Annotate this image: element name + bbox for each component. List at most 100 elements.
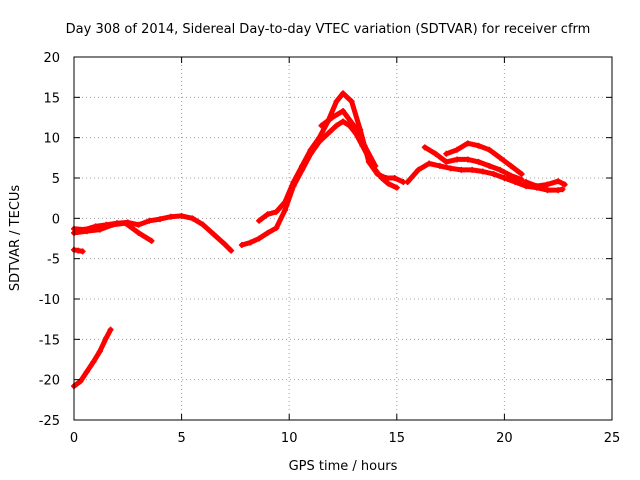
data-point [340,108,346,115]
data-point [421,144,428,151]
axis-ticks: 0 5 10 15 20 25 -25 -20 -15 -10 -5 0 5 10 15 20 [39,51,621,446]
data-point [518,176,525,183]
data-point [443,150,450,157]
data-point [107,326,114,333]
series-line [422,144,525,183]
data-point [307,146,314,153]
y-tick-label: -10 [39,293,60,308]
data-point [426,160,433,167]
data-point [281,199,288,206]
data-point [497,154,504,161]
data-point [544,181,551,188]
y-tick-label: 0 [52,212,60,227]
data-point [273,208,280,215]
data-point [497,166,504,173]
data-point [189,215,196,222]
series-arc-2 [71,246,86,255]
data-point [200,221,207,228]
data-point [507,172,514,179]
series-arc-1 [71,326,114,390]
data-point [555,178,562,185]
data-point [247,239,254,246]
y-tick-label: 5 [52,172,60,187]
data-point [178,212,185,219]
data-point [228,247,235,254]
series-line [443,140,525,177]
series-arc-8 [404,160,566,194]
y-tick-label: 20 [43,51,60,66]
data-point [333,98,340,105]
data-point [299,162,306,169]
series-arc-11 [522,178,568,190]
series-arc-3 [71,212,235,254]
y-tick-label: 15 [43,91,60,106]
data-point [83,228,90,235]
series-arc-10 [443,140,525,177]
data-point [318,122,325,129]
series-layer [71,90,568,390]
data-point [264,229,271,236]
x-tick-label: 5 [177,431,185,446]
x-tick-label: 0 [70,431,78,446]
data-point [167,213,174,220]
data-point [518,170,525,177]
data-point [372,162,379,169]
data-point [135,229,142,236]
data-point [561,181,568,188]
plot-frame [73,56,613,421]
data-point [290,179,297,186]
x-tick-label: 20 [496,431,513,446]
data-point [507,162,514,169]
series-arc-6 [256,90,407,224]
data-point [340,118,346,125]
data-point [83,368,90,375]
data-point [385,180,392,187]
data-point [75,247,82,254]
data-point [393,184,400,191]
y-tick-label: -25 [39,414,60,429]
data-point [443,158,450,165]
data-point [432,150,439,157]
chart-title: Day 308 of 2014, Sidereal Day-to-day VTE… [66,22,591,37]
series-arc-7 [318,108,379,169]
data-point [469,166,476,173]
data-point [348,98,355,105]
x-tick-label: 25 [604,431,621,446]
data-point [361,142,368,149]
data-point [436,162,443,169]
data-point [501,175,508,181]
data-point [490,170,497,177]
data-point [79,248,86,255]
series-arc-4 [71,220,155,244]
data-point [458,166,465,173]
data-point [273,225,280,232]
data-point [447,165,454,172]
data-point [148,237,155,244]
data-point [415,166,422,173]
data-point [454,156,461,163]
series-line [256,90,406,224]
y-tick-label: -20 [39,374,60,389]
series-line [319,108,378,169]
data-point [383,175,390,181]
data-point [96,348,103,355]
data-point [391,175,398,181]
data-point [324,130,331,137]
data-point [157,216,164,223]
data-point [533,183,540,190]
data-point [333,122,340,129]
data-point [264,211,271,218]
series-line [405,161,565,193]
series-line [71,213,234,254]
data-point [544,187,551,194]
data-point [329,114,336,121]
data-point [316,134,323,141]
x-axis-label: GPS time / hours [289,459,398,474]
data-point [96,226,103,233]
data-point [522,179,529,186]
data-point [475,158,482,165]
data-point [559,186,566,193]
y-tick-label: -15 [39,333,60,348]
data-point [122,220,129,227]
